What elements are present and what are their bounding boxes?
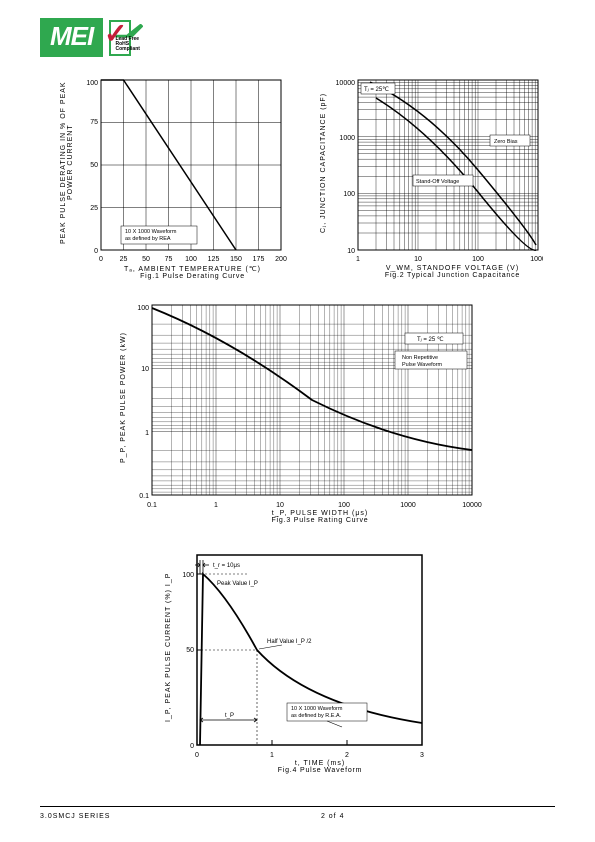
svg-text:Half Value I_P /2: Half Value I_P /2 (267, 639, 312, 645)
svg-text:75: 75 (165, 256, 173, 263)
fig4-caption: Fig.4 Pulse Waveform (195, 767, 445, 774)
svg-text:Non Repetitive: Non Repetitive (402, 355, 438, 361)
badge-text: Lead Free RoHS Compliant (115, 37, 139, 52)
fig2-plot: Tⱼ = 25℃ Zero Bias Stand-Off Voltage 101… (328, 75, 543, 265)
svg-text:1000: 1000 (339, 135, 355, 142)
svg-text:125: 125 (208, 256, 220, 263)
svg-text:3: 3 (420, 752, 424, 759)
badge-line2: RoHS Compliant (115, 41, 139, 52)
fig2: Cⱼ, JUNCTION CAPACITANCE (pF) (320, 75, 555, 279)
svg-text:25: 25 (120, 256, 128, 263)
fig4: I_P, PEAK PULSE CURRENT (%) I_P (165, 550, 445, 774)
svg-text:175: 175 (253, 256, 265, 263)
svg-text:Tⱼ = 25℃: Tⱼ = 25℃ (364, 87, 389, 93)
fig1-plot: 10 X 1000 Waveform as defined by REA 0 25… (74, 75, 289, 265)
svg-text:0.1: 0.1 (147, 502, 157, 509)
svg-text:t_P: t_P (225, 713, 234, 719)
svg-text:200: 200 (275, 256, 287, 263)
svg-text:Peak Value I_P: Peak Value I_P (217, 581, 258, 587)
svg-text:1: 1 (356, 256, 360, 263)
footer-page: 2 of 4 (40, 813, 555, 820)
svg-text:1: 1 (270, 752, 274, 759)
fig1-ylabel: PEAK PULSE DERATING IN % OF PEAK POWER C… (60, 75, 74, 250)
svg-text:as defined by REA: as defined by REA (125, 236, 171, 242)
fig1-caption: Fig.1 Pulse Derating Curve (90, 273, 295, 280)
svg-text:10000: 10000 (462, 502, 482, 509)
svg-text:Tⱼ = 25 ℃: Tⱼ = 25 ℃ (417, 337, 444, 343)
svg-text:1000: 1000 (530, 256, 543, 263)
svg-text:100: 100 (86, 80, 98, 87)
fig3-xlabel: t_P, PULSE WIDTH (μs) (150, 510, 490, 517)
fig2-caption: Fig.2 Typical Junction Capacitance (350, 272, 555, 279)
logo-block: MEI ✓ Lead Free RoHS Compliant (40, 18, 131, 57)
svg-text:0: 0 (195, 752, 199, 759)
svg-text:75: 75 (90, 119, 98, 126)
svg-text:10: 10 (276, 502, 284, 509)
page-footer: 3.0SMCJ SERIES 2 of 4 (40, 806, 555, 820)
fig3: P_P, PEAK PULSE POWER (kW) (120, 300, 490, 524)
fig2-ylabel: Cⱼ, JUNCTION CAPACITANCE (pF) (320, 75, 328, 250)
svg-text:100: 100 (137, 305, 149, 312)
fig1-xlabel: Tₐ, AMBIENT TEMPERATURE (℃) (90, 265, 295, 273)
svg-text:100: 100 (185, 256, 197, 263)
fig1: PEAK PULSE DERATING IN % OF PEAK POWER C… (60, 75, 295, 280)
svg-text:0: 0 (94, 248, 98, 255)
svg-text:50: 50 (90, 162, 98, 169)
svg-text:1000: 1000 (400, 502, 416, 509)
svg-text:50: 50 (142, 256, 150, 263)
svg-text:t_r = 10μs: t_r = 10μs (213, 563, 240, 569)
svg-text:Stand-Off Voltage: Stand-Off Voltage (416, 179, 459, 185)
fig4-xlabel: t, TIME (ms) (195, 760, 445, 767)
fig3-ylabel: P_P, PEAK PULSE POWER (kW) (120, 300, 127, 495)
fig3-caption: Fig.3 Pulse Rating Curve (150, 517, 490, 524)
svg-text:100: 100 (182, 572, 194, 579)
svg-text:0: 0 (190, 743, 194, 750)
svg-text:25: 25 (90, 205, 98, 212)
svg-text:1: 1 (214, 502, 218, 509)
fig4-ylabel: I_P, PEAK PULSE CURRENT (%) I_P (165, 550, 172, 745)
footer-series: 3.0SMCJ SERIES (40, 813, 110, 820)
svg-text:10: 10 (347, 248, 355, 255)
svg-text:10 X 1000 Waveform: 10 X 1000 Waveform (125, 229, 177, 235)
fig4-plot: t_r = 10μs Peak Value I_P Half Value I_P… (172, 550, 432, 760)
svg-text:as defined by R.E.A.: as defined by R.E.A. (291, 713, 342, 719)
compliance-badge: ✓ Lead Free RoHS Compliant (109, 20, 131, 56)
svg-text:Zero Bias: Zero Bias (494, 139, 518, 145)
svg-text:100: 100 (343, 191, 355, 198)
svg-text:2: 2 (345, 752, 349, 759)
fig2-xlabel: V_WM, STANDOFF VOLTAGE (V) (350, 265, 555, 272)
svg-text:100: 100 (472, 256, 484, 263)
svg-text:10: 10 (141, 366, 149, 373)
svg-text:10 X 1000 Waveform: 10 X 1000 Waveform (291, 706, 343, 712)
svg-text:0.1: 0.1 (139, 493, 149, 500)
svg-text:0: 0 (99, 256, 103, 263)
svg-text:Pulse Waveform: Pulse Waveform (402, 362, 443, 368)
svg-text:150: 150 (230, 256, 242, 263)
svg-text:100: 100 (338, 502, 350, 509)
svg-text:10000: 10000 (336, 80, 356, 87)
brand-logo: MEI (40, 18, 103, 57)
svg-text:1: 1 (145, 430, 149, 437)
fig3-plot: Tⱼ = 25 ℃ Non Repetitive Pulse Waveform … (127, 300, 482, 510)
svg-text:10: 10 (414, 256, 422, 263)
svg-text:50: 50 (186, 647, 194, 654)
